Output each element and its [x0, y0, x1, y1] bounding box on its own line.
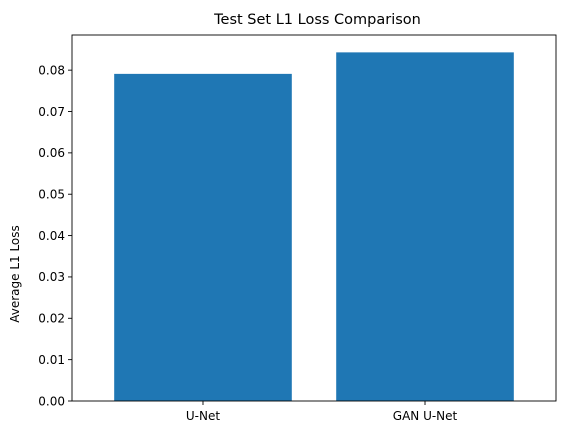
x-tick-label: U-Net	[186, 409, 220, 423]
y-tick-label: 0.00	[38, 394, 65, 408]
y-tick-label: 0.03	[38, 270, 65, 284]
y-tick-label: 0.08	[38, 63, 65, 77]
bar-u-net	[114, 73, 292, 401]
x-tick-label: GAN U-Net	[393, 409, 458, 423]
y-tick-label: 0.05	[38, 188, 65, 202]
y-tick-label: 0.04	[38, 229, 65, 243]
y-tick-label: 0.02	[38, 312, 65, 326]
plot-frame	[71, 34, 557, 402]
bar-gan-u-net	[336, 52, 514, 401]
x-axis-ticks: U-Net GAN U-Net	[186, 401, 458, 423]
y-tick-label: 0.06	[38, 146, 65, 160]
y-axis-ticks: 0.00 0.01 0.02 0.03 0.04 0.05 0.06 0.07 0.08	[38, 63, 72, 408]
y-axis-label: Average L1 Loss	[8, 225, 22, 323]
bars-group	[114, 52, 514, 401]
y-tick-label: 0.07	[38, 105, 65, 119]
chart-title: Test Set L1 Loss Comparison	[213, 12, 421, 28]
y-tick-label: 0.01	[38, 353, 65, 367]
